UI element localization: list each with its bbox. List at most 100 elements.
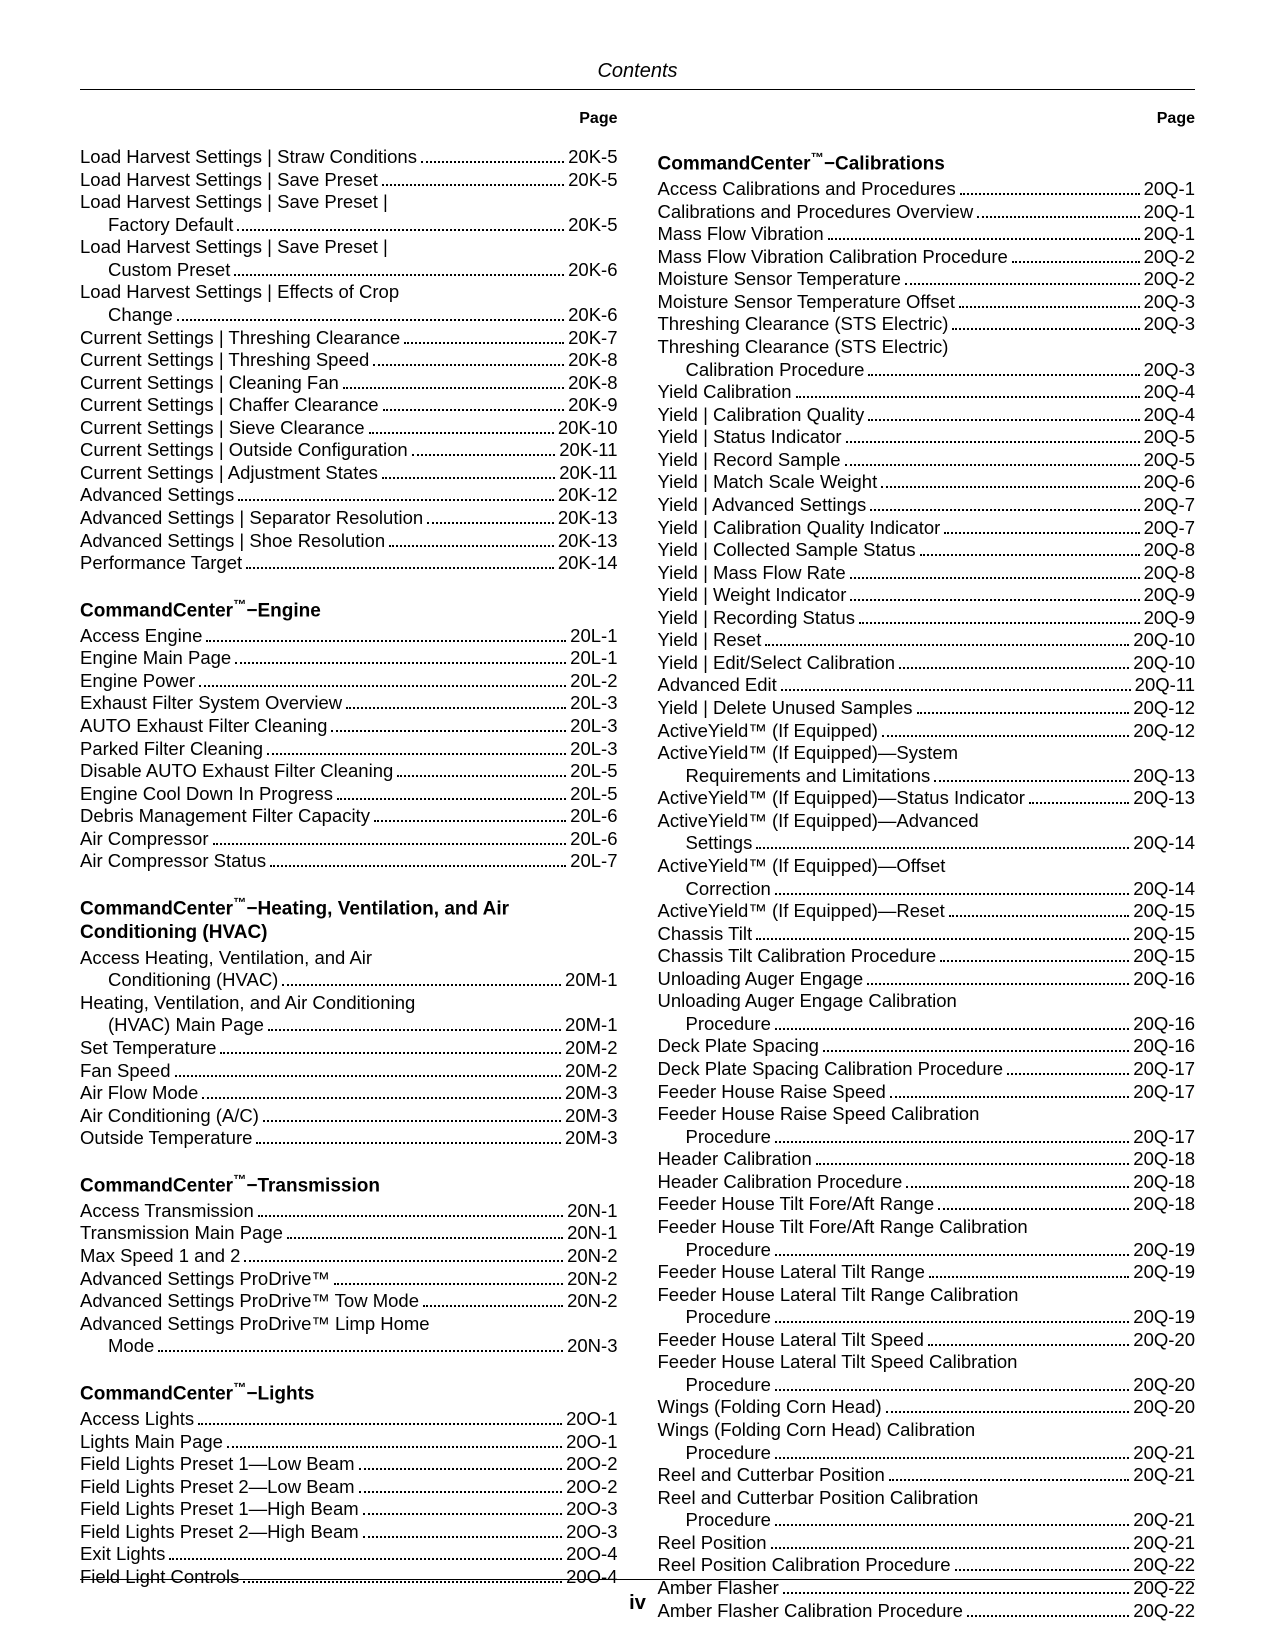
toc-label: Air Conditioning (A/C)	[80, 1105, 259, 1128]
toc-label: ActiveYield™ (If Equipped)—Advanced	[658, 810, 979, 833]
toc-entry: Procedure20Q-19	[658, 1239, 1196, 1262]
toc-leader-dots	[796, 396, 1140, 398]
toc-leader-dots	[775, 1524, 1129, 1526]
toc-page: 20L-3	[570, 738, 617, 761]
toc-entry: ActiveYield™ (If Equipped)20Q-12	[658, 720, 1196, 743]
toc-label: Yield | Match Scale Weight	[658, 471, 878, 494]
toc-entry: Threshing Clearance (STS Electric)20Q-3	[658, 313, 1196, 336]
toc-leader-dots	[845, 464, 1140, 466]
toc-leader-dots	[775, 1321, 1129, 1323]
toc-entry: Feeder House Lateral Tilt Speed20Q-20	[658, 1329, 1196, 1352]
toc-entry: Yield | Weight Indicator20Q-9	[658, 584, 1196, 607]
toc-leader-dots	[206, 640, 566, 642]
toc-label: Field Lights Preset 1—Low Beam	[80, 1453, 355, 1476]
toc-page: 20Q-15	[1133, 923, 1195, 946]
toc-entry: (HVAC) Main Page20M-1	[80, 1014, 618, 1037]
toc-label: Calibration Procedure	[658, 359, 865, 382]
section-title: CommandCenter™−Transmission	[80, 1172, 618, 1198]
toc-page: 20O-3	[566, 1521, 617, 1544]
toc-label: Parked Filter Cleaning	[80, 738, 263, 761]
toc-leader-dots	[938, 1208, 1129, 1210]
toc-page: 20Q-20	[1133, 1329, 1195, 1352]
toc-page: 20K-7	[568, 327, 617, 350]
toc-entry: Procedure20Q-21	[658, 1442, 1196, 1465]
toc-leader-dots	[955, 1569, 1130, 1571]
toc-label: Moisture Sensor Temperature	[658, 268, 901, 291]
toc-entry: Current Settings | Adjustment States20K-…	[80, 462, 618, 485]
toc-entry: Correction 20Q-14	[658, 878, 1196, 901]
toc-label: Current Settings | Chaffer Clearance	[80, 394, 379, 417]
toc-leader-dots	[234, 274, 564, 276]
toc-leader-dots	[944, 532, 1139, 534]
toc-page: 20Q-4	[1144, 381, 1195, 404]
toc-entry: Air Flow Mode20M-3	[80, 1082, 618, 1105]
toc-leader-dots	[177, 319, 564, 321]
toc-leader-dots	[929, 1276, 1129, 1278]
toc-page: 20K-5	[568, 214, 617, 237]
toc-entry: Field Lights Preset 2—High Beam 20O-3	[80, 1521, 618, 1544]
toc-entry: Requirements and Limitations20Q-13	[658, 765, 1196, 788]
toc-label: Performance Target	[80, 552, 242, 575]
toc-leader-dots	[202, 1097, 561, 1099]
toc-entry: ActiveYield™ (If Equipped)—Advanced	[658, 810, 1196, 833]
toc-entry: Feeder House Lateral Tilt Speed Calibrat…	[658, 1351, 1196, 1374]
toc-entry: Advanced Settings ProDrive™ Limp Home	[80, 1313, 618, 1336]
toc-leader-dots	[886, 1411, 1130, 1413]
toc-page: 20Q-3	[1144, 291, 1195, 314]
toc-label: Current Settings | Outside Configuration	[80, 439, 408, 462]
toc-leader-dots	[949, 915, 1130, 917]
toc-page: 20K-6	[568, 259, 617, 282]
toc-leader-dots	[850, 599, 1139, 601]
toc-leader-dots	[859, 622, 1140, 624]
toc-page: 20K-10	[558, 417, 618, 440]
section-title: CommandCenter™−Heating, Ventilation, and…	[80, 895, 618, 945]
toc-page: 20Q-14	[1133, 878, 1195, 901]
toc-leader-dots	[960, 193, 1140, 195]
toc-entry: Current Settings | Threshing Speed20K-8	[80, 349, 618, 372]
toc-page: 20K-12	[558, 484, 618, 507]
toc-page: 20Q-18	[1133, 1193, 1195, 1216]
toc-label: Correction	[658, 878, 771, 901]
toc-leader-dots	[427, 522, 554, 524]
toc-leader-dots	[198, 1423, 562, 1425]
toc-leader-dots	[158, 1350, 563, 1352]
toc-page: 20Q-2	[1144, 246, 1195, 269]
toc-leader-dots	[917, 712, 1130, 714]
toc-entry: Chassis Tilt Calibration Procedure 20Q-15	[658, 945, 1196, 968]
toc-page: 20Q-1	[1144, 223, 1195, 246]
toc-entry: Load Harvest Settings | Save Preset |	[80, 191, 618, 214]
toc-entry: Max Speed 1 and 220N-2	[80, 1245, 618, 1268]
toc-page: 20Q-21	[1133, 1442, 1195, 1465]
toc-leader-dots	[383, 409, 565, 411]
toc-leader-dots	[270, 865, 566, 867]
toc-entry: Heating, Ventilation, and Air Conditioni…	[80, 992, 618, 1015]
toc-entry: Lights Main Page20O-1	[80, 1431, 618, 1454]
toc-page: 20Q-22	[1133, 1554, 1195, 1577]
toc-entry: Current Settings | Sieve Clearance20K-10	[80, 417, 618, 440]
toc-entry: Feeder House Tilt Fore/Aft Range Calibra…	[658, 1216, 1196, 1239]
toc-label: Air Compressor Status	[80, 850, 266, 873]
toc-label: Field Lights Preset 2—High Beam	[80, 1521, 359, 1544]
toc-page: 20O-1	[566, 1431, 617, 1454]
toc-page: 20L-6	[570, 805, 617, 828]
toc-label: Advanced Edit	[658, 674, 777, 697]
toc-label: Engine Main Page	[80, 647, 231, 670]
toc-leader-dots	[238, 499, 554, 501]
toc-page: 20Q-5	[1144, 426, 1195, 449]
toc-label: Engine Cool Down In Progress	[80, 783, 333, 806]
toc-entry: Header Calibration20Q-18	[658, 1148, 1196, 1171]
toc-label: Exit Lights	[80, 1543, 165, 1566]
toc-leader-dots	[1012, 261, 1140, 263]
toc-entry: Reel Position Calibration Procedure20Q-2…	[658, 1554, 1196, 1577]
toc-label: Chassis Tilt Calibration Procedure	[658, 945, 937, 968]
toc-page: 20L-1	[570, 647, 617, 670]
toc-page: 20N-2	[567, 1268, 617, 1291]
toc-label: Field Lights Preset 1—High Beam	[80, 1498, 359, 1521]
toc-entry: Yield | Record Sample20Q-5	[658, 449, 1196, 472]
toc-entry: Access Lights20O-1	[80, 1408, 618, 1431]
toc-label: Transmission Main Page	[80, 1222, 283, 1245]
toc-page: 20Q-15	[1133, 945, 1195, 968]
toc-entry: Engine Main Page 20L-1	[80, 647, 618, 670]
toc-label: Wings (Folding Corn Head)	[658, 1396, 882, 1419]
toc-entry: Advanced Settings ProDrive™20N-2	[80, 1268, 618, 1291]
